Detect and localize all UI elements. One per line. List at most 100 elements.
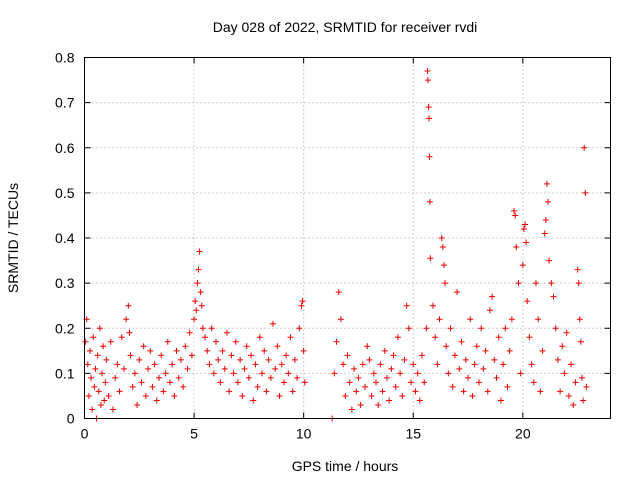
data-point (291, 356, 298, 363)
data-point (125, 302, 132, 309)
data-point (427, 255, 434, 262)
data-point (191, 316, 198, 323)
data-point (219, 347, 226, 354)
data-point (511, 207, 518, 214)
data-point (89, 406, 96, 413)
data-point (175, 374, 182, 381)
data-point (530, 379, 537, 386)
data-point (524, 298, 531, 305)
data-point (120, 365, 127, 372)
data-point (267, 374, 274, 381)
data-point (344, 352, 351, 359)
data-point (210, 370, 217, 377)
data-point (577, 338, 584, 345)
data-point (517, 370, 524, 377)
data-point (526, 334, 533, 341)
data-point (274, 343, 281, 350)
data-point (442, 280, 449, 287)
data-point (504, 383, 511, 390)
data-point (456, 365, 463, 372)
data-point (340, 361, 347, 368)
data-point (243, 343, 250, 350)
data-point (228, 352, 235, 359)
data-point (109, 406, 116, 413)
y-tick-label: 0.8 (55, 50, 75, 66)
data-point (436, 316, 443, 323)
data-point (192, 298, 199, 305)
data-point (88, 374, 95, 381)
data-point (252, 361, 259, 368)
data-point (535, 316, 542, 323)
data-point (287, 334, 294, 341)
data-point (96, 325, 103, 332)
data-point (379, 388, 386, 395)
data-point (105, 392, 112, 399)
data-point (439, 244, 446, 251)
data-point (127, 352, 134, 359)
data-point (362, 383, 369, 390)
data-point (550, 293, 557, 300)
data-point (513, 244, 520, 251)
data-point (173, 347, 180, 354)
data-point (82, 338, 89, 345)
data-point (412, 388, 419, 395)
data-point (348, 406, 355, 413)
data-point (250, 397, 257, 404)
data-point (237, 356, 244, 363)
data-point (423, 325, 430, 332)
data-point (377, 361, 384, 368)
data-point (545, 198, 552, 205)
data-point (186, 329, 193, 336)
data-point (160, 388, 167, 395)
y-axis-label: SRMTID / TECUs (5, 183, 21, 293)
data-point (202, 334, 209, 341)
data-point (131, 370, 138, 377)
data-point (426, 115, 433, 122)
data-point (543, 180, 550, 187)
data-point (574, 266, 581, 273)
data-point (539, 347, 546, 354)
data-point (184, 365, 191, 372)
data-point (405, 325, 412, 332)
data-point (537, 388, 544, 395)
data-point (443, 343, 450, 350)
data-point (95, 388, 102, 395)
data-point (230, 370, 237, 377)
data-point (221, 365, 228, 372)
data-point (223, 329, 230, 336)
data-point (399, 392, 406, 399)
data-point (390, 352, 397, 359)
data-point (579, 374, 586, 381)
data-point (480, 365, 487, 372)
data-point (416, 397, 423, 404)
data-point (557, 388, 564, 395)
data-point (523, 239, 530, 246)
data-point (294, 374, 301, 381)
data-point (403, 302, 410, 309)
data-point (467, 316, 474, 323)
data-point (462, 356, 469, 363)
data-point (156, 374, 163, 381)
data-point (118, 334, 125, 341)
data-point (572, 379, 579, 386)
data-point (414, 370, 421, 377)
data-point (546, 257, 553, 264)
data-point (355, 374, 362, 381)
data-point (491, 356, 498, 363)
grid-layer (84, 57, 611, 419)
data-point (91, 383, 98, 390)
data-point (357, 401, 364, 408)
data-point (107, 338, 114, 345)
data-point (259, 370, 266, 377)
data-point (460, 388, 467, 395)
data-point (85, 392, 92, 399)
data-point (552, 325, 559, 332)
data-point (166, 379, 173, 386)
data-point (138, 379, 145, 386)
y-tick-label: 0.5 (55, 185, 75, 201)
data-point (426, 153, 433, 160)
data-point (101, 397, 108, 404)
data-point (90, 334, 97, 341)
data-point (401, 356, 408, 363)
